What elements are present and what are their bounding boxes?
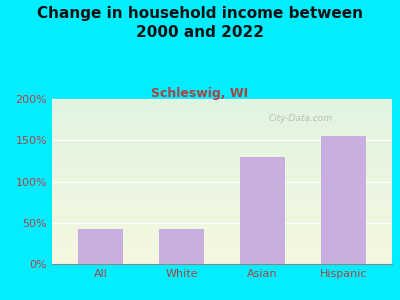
Bar (78, 229, 123, 264)
Text: Change in household income between
2000 and 2022: Change in household income between 2000 … (37, 6, 363, 40)
Bar (321, 136, 366, 264)
Text: Schleswig, WI: Schleswig, WI (152, 87, 248, 100)
Text: City-Data.com: City-Data.com (268, 114, 332, 123)
Bar (240, 157, 285, 264)
Bar (159, 229, 204, 264)
